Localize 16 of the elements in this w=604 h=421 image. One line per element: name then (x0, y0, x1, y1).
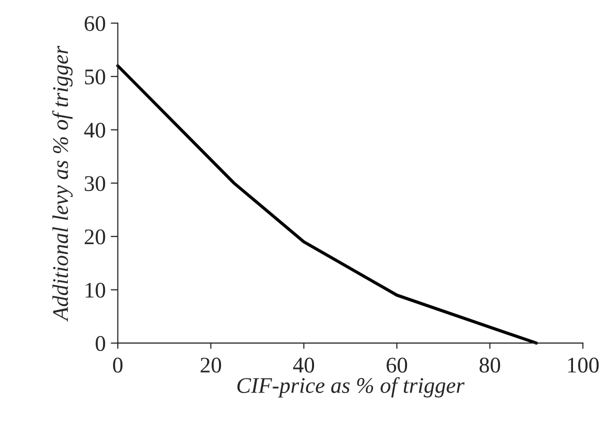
x-tick-label: 60 (386, 358, 408, 373)
x-tick-label: 100 (568, 358, 599, 373)
y-tick-label: 20 (84, 229, 106, 244)
x-tick-label: 40 (293, 358, 314, 373)
y-tick-label: 30 (84, 176, 106, 192)
y-tick-label: 40 (84, 122, 106, 138)
y-tick-label: 10 (86, 282, 106, 298)
x-tick-label: 0 (113, 358, 122, 373)
y-tick-label: 0 (96, 336, 106, 352)
x-tick-label: 80 (480, 358, 500, 373)
x-tick-label: 20 (200, 358, 222, 373)
y-tick-label: 60 (84, 16, 106, 32)
x-axis-title: CIF-price as % of trigger (237, 377, 465, 398)
y-axis-title: Additional levy as % of trigger (52, 46, 73, 322)
y-tick-label: 50 (85, 69, 106, 84)
line-series (116, 64, 538, 345)
